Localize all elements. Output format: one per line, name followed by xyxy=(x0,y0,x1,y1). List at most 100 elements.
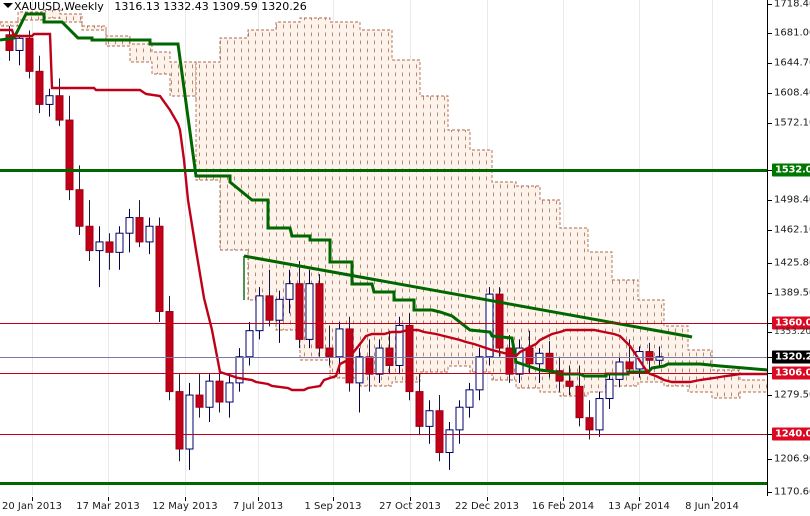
vertical-gridline xyxy=(712,0,713,496)
candle-body xyxy=(595,398,604,431)
candle-body xyxy=(655,356,664,361)
candlestick xyxy=(445,422,454,470)
candlestick xyxy=(75,165,84,235)
candle-body xyxy=(205,380,214,408)
candle-body xyxy=(265,295,274,321)
candle-body xyxy=(235,356,244,384)
candle-body xyxy=(145,225,154,243)
price-tick-mark xyxy=(768,200,772,201)
candle-body xyxy=(335,328,344,358)
time-tick-mark xyxy=(258,497,259,501)
price-tick-mark xyxy=(768,230,772,231)
level-line-1240[interactable] xyxy=(0,434,768,435)
candle-body xyxy=(255,295,264,332)
candlestick xyxy=(165,295,174,401)
price-axis-label[interactable]: 1240.00 xyxy=(772,427,810,441)
time-tick-mark xyxy=(108,497,109,501)
time-tick-mark xyxy=(487,497,488,501)
chart-plot-area[interactable] xyxy=(0,0,768,496)
trendline-layer[interactable] xyxy=(0,0,768,496)
candle-body xyxy=(165,311,174,393)
candlestick xyxy=(315,274,324,357)
candle-body xyxy=(645,351,654,361)
candlestick xyxy=(605,374,614,409)
candle-body xyxy=(485,293,494,358)
price-axis-label[interactable]: 1360.00 xyxy=(772,316,810,330)
candlestick xyxy=(175,374,184,462)
candlestick xyxy=(565,365,574,396)
time-tick-mark xyxy=(333,497,334,501)
candle-body xyxy=(565,380,574,387)
time-axis-label: 12 May 2013 xyxy=(152,501,218,512)
level-line-1360[interactable] xyxy=(0,323,768,324)
level-line-1306[interactable] xyxy=(0,373,768,374)
chevron-down-icon[interactable] xyxy=(3,3,13,8)
candle-body xyxy=(315,283,324,349)
level-line-1532[interactable] xyxy=(0,169,768,172)
level-line-1320[interactable] xyxy=(0,357,768,358)
candlestick xyxy=(405,313,414,401)
price-axis-label[interactable]: 1306.00 xyxy=(772,366,810,380)
candle-body xyxy=(125,217,134,234)
candle-body xyxy=(285,283,294,300)
candlestick xyxy=(255,287,264,340)
candlestick xyxy=(95,226,104,288)
time-axis[interactable]: 20 Jan 2013 17 Mar 2013 12 May 2013 7 Jul 2… xyxy=(0,497,768,516)
price-axis-label: 1462.10 xyxy=(774,224,810,236)
candle-body xyxy=(85,225,94,252)
candlestick xyxy=(195,374,204,418)
time-tick-mark xyxy=(563,497,564,501)
candle-body xyxy=(605,378,614,400)
time-tick-mark xyxy=(32,497,33,501)
price-axis-label: 1425.80 xyxy=(774,257,810,269)
candlestick xyxy=(235,348,244,392)
candle-body xyxy=(45,95,54,105)
price-tick-mark xyxy=(768,373,772,374)
price-tick-mark xyxy=(768,332,772,333)
candle-body xyxy=(325,347,334,358)
time-axis-label: 27 Oct 2013 xyxy=(379,501,441,512)
candle-body xyxy=(5,34,14,51)
price-axis-label[interactable]: 1532.00 xyxy=(772,163,810,177)
candle-body xyxy=(575,385,584,419)
price-tick-mark xyxy=(768,395,772,396)
price-axis[interactable]: 1718.40 1681.00 1644.70 1608.40 1572.10 1532.… xyxy=(768,0,810,516)
price-axis-label: 1279.50 xyxy=(774,389,810,401)
tenkan-sen-line xyxy=(0,28,768,392)
price-axis-label: 1353.20 xyxy=(774,327,810,337)
time-tick-mark xyxy=(410,497,411,501)
candle-body xyxy=(365,356,374,375)
candlestick xyxy=(365,339,374,392)
candlestick xyxy=(395,316,404,375)
candlestick xyxy=(495,287,504,357)
price-axis-label[interactable]: 1320.26 xyxy=(772,350,810,364)
level-line-lower-bound[interactable] xyxy=(0,482,768,485)
candlestick xyxy=(285,269,294,314)
price-axis-label: 1498.40 xyxy=(774,194,810,206)
candle-body xyxy=(625,361,634,370)
price-axis-label: 1572.10 xyxy=(774,117,810,129)
candlestick xyxy=(465,382,474,418)
candlestick xyxy=(385,330,394,375)
candle-body xyxy=(445,429,454,453)
candlestick xyxy=(355,348,364,413)
candlestick xyxy=(155,217,164,322)
candlestick xyxy=(505,335,514,383)
candlestick xyxy=(435,395,444,462)
candle-body xyxy=(295,283,304,340)
candle-body xyxy=(305,283,314,340)
candle-body xyxy=(495,293,504,349)
price-tick-mark xyxy=(768,123,772,124)
candlestick xyxy=(105,233,114,270)
candlestick xyxy=(225,374,234,418)
price-tick-mark xyxy=(768,93,772,94)
candle-body xyxy=(535,352,544,365)
time-axis-label: 20 Jan 2013 xyxy=(2,501,62,512)
candle-body xyxy=(225,382,234,403)
vertical-gridline xyxy=(185,0,186,496)
time-axis-label: 17 Mar 2013 xyxy=(76,501,140,512)
price-tick-mark xyxy=(768,293,772,294)
candlestick xyxy=(55,78,64,127)
vertical-gridline xyxy=(639,0,640,496)
